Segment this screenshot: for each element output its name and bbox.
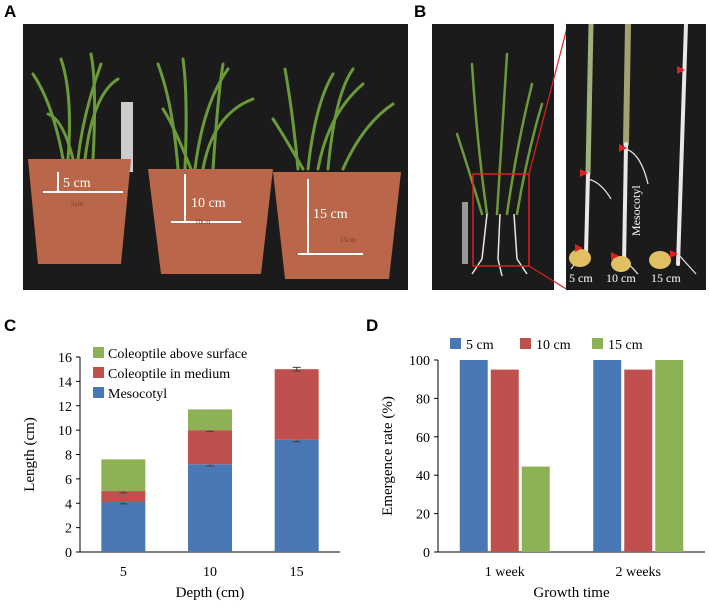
x-tick-label: 1 week [485,565,525,580]
mesocotyl-arrows [575,66,685,260]
x-tick-label: 5 [120,565,127,580]
bar [490,369,519,552]
bar-segment [188,409,232,431]
y-tick-label: 0 [423,546,430,561]
zoomed-stems [584,24,688,266]
legend-swatch [93,347,104,358]
legend-swatch [93,367,104,378]
ruler [462,202,468,264]
panel-b-right-photo: Mesocotyl 5 cm 10 cm 15 cm [566,24,706,290]
x-tick-label: 15 [290,565,304,580]
label-a-15cm: 15 cm [313,207,348,222]
panel-letter-b: B [414,2,427,21]
legend-swatch [450,338,461,349]
legend-label: Coleoptile in medium [108,367,230,382]
bar [459,360,488,552]
legend-label: 5 cm [466,338,494,353]
pot-mark-10cm: 10cm [195,218,211,226]
y-tick-label: 100 [409,354,430,369]
zoom-box [472,173,530,267]
chart-c: 0 2 4 6 8 10 12 14 16 5 10 15 Depth (cm) Length (cm) C… [22,347,340,601]
y-tick-label: 8 [65,449,72,464]
seedling-leaves [455,52,544,216]
y-tick-label: 6 [65,473,72,488]
y-tick-label: 16 [58,351,72,366]
seeds [569,249,671,272]
panel-a-photo: 5 cm 10 cm 15 cm 5cm 10cm 15cm [23,24,408,290]
bar-segment [188,464,232,552]
legend-label: 10 cm [536,338,571,353]
bar [655,360,684,552]
y-tick-label: 10 [58,424,72,439]
bar [521,466,550,552]
depth-markers [43,172,363,255]
bar-segment [101,459,146,492]
pot-15cm [273,172,401,279]
y-tick-label: 60 [416,431,430,446]
bar-segment [274,369,319,440]
x-tick-label: 2 weeks [616,565,662,580]
legend-label: Coleoptile above surface [108,347,247,362]
legend-swatch [520,338,531,349]
mesocotyl-label: Mesocotyl [629,185,643,236]
label-a-5cm: 5 cm [63,176,91,191]
pot-mark-15cm: 15cm [340,236,356,244]
pot-5cm [28,159,131,264]
bar-segment [101,502,146,552]
y-tick-label: 4 [65,497,72,512]
label-b-5cm: 5 cm [569,271,593,285]
bar-segment [188,430,232,465]
x-axis-label: Depth (cm) [176,585,245,601]
chart-d: 0 20 40 60 80 100 1 week 2 weeks Growth time Emer… [380,338,705,601]
y-tick-label: 80 [416,392,430,407]
y-tick-label: 12 [58,400,72,415]
y-tick-label: 14 [58,375,72,390]
panel-letter-d: D [366,316,379,335]
x-tick-label: 10 [203,565,217,580]
y-tick-label: 2 [65,522,72,537]
y-axis-label: Length (cm) [22,417,38,492]
label-b-10cm: 10 cm [606,271,636,285]
legend-label: 15 cm [608,338,643,353]
bar [593,360,622,552]
x-axis-label: Growth time [533,585,610,601]
panel-letter-c: C [4,316,17,335]
label-a-10cm: 10 cm [191,196,226,211]
y-tick-label: 40 [416,469,430,484]
y-tick-label: 20 [416,508,430,523]
plant-leaves [31,52,395,171]
ruler [121,102,133,172]
legend-label: Mesocotyl [108,387,167,402]
legend-swatch [592,338,603,349]
y-axis-label: Emergence rate (%) [380,396,396,516]
bar-segment [274,439,319,552]
panel-letter-a: A [4,2,17,21]
bar-segment [101,491,146,503]
label-b-15cm: 15 cm [651,271,681,285]
bar [624,369,653,552]
zoom-connectors [528,23,569,291]
y-tick-label: 0 [65,546,72,561]
pot-mark-5cm: 5cm [71,200,84,208]
legend-swatch [93,387,104,398]
